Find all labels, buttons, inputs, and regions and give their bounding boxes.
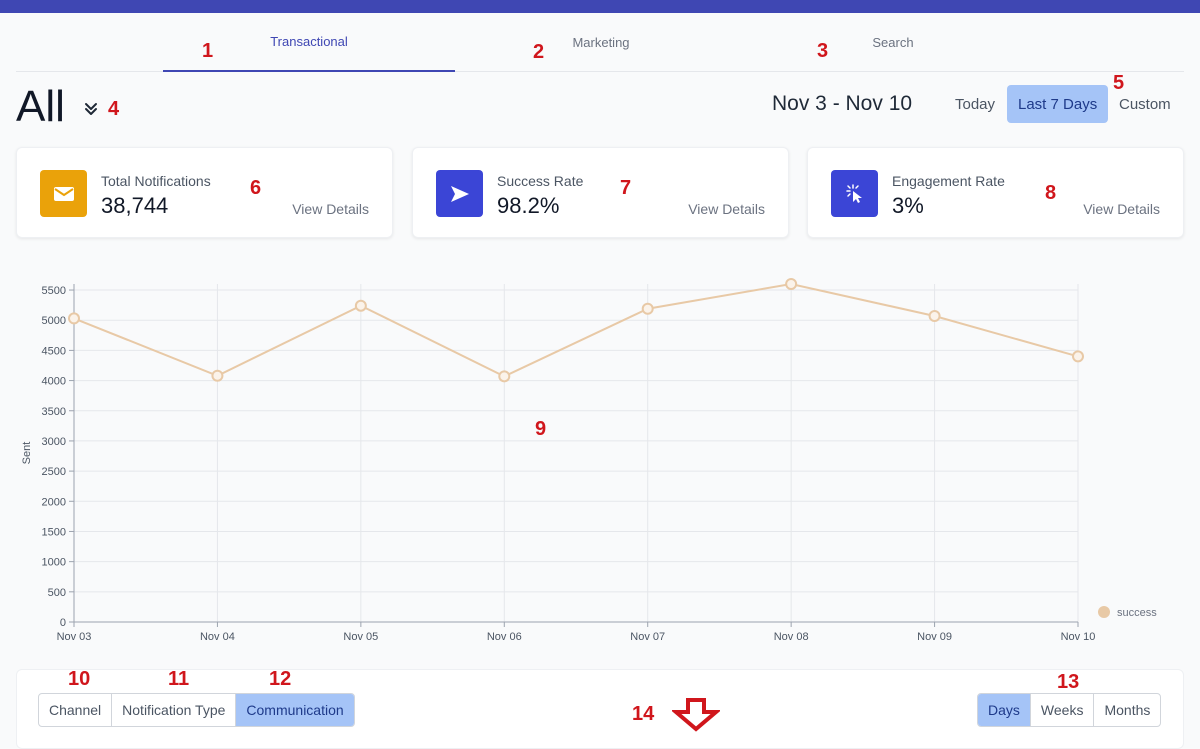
group-by-notification-type-button[interactable]: Notification Type [112,694,237,726]
tab-bar: Transactional Marketing Search [16,13,1184,72]
data-point [1072,350,1084,363]
annotation-1: 1 [202,40,214,62]
y-tick-label: 1500 [42,526,66,538]
view-details-link[interactable]: View Details [292,201,369,217]
y-tick-label: 1000 [42,557,66,569]
x-tick-label: Nov 05 [343,631,378,643]
top-bar [0,0,1200,13]
annotation-8: 8 [1045,182,1057,204]
annotation-2: 2 [533,41,545,63]
annotation-14: 14 [632,703,655,725]
y-tick-label: 2500 [42,466,66,478]
tab-marketing[interactable]: Marketing [572,35,630,50]
series-line-success [73,282,1079,378]
annotation-12: 12 [269,668,292,690]
y-tick-label: 3500 [42,406,66,418]
annotation-11: 11 [168,668,190,690]
legend-swatch [1098,606,1110,618]
x-tick-label: Nov 06 [487,631,522,643]
card-value: 3% [892,193,924,218]
range-last-7-days-button[interactable]: Last 7 Days [1007,85,1109,123]
total-notifications-card: Total Notifications 38,744 View Details [16,147,393,238]
annotation-6: 6 [250,177,262,199]
view-details-link[interactable]: View Details [688,201,765,217]
x-tick-label: Nov 04 [200,631,235,643]
tab-search[interactable]: Search [872,35,914,50]
y-tick-label: 3000 [42,436,66,448]
period-days-button[interactable]: Days [978,694,1031,726]
envelope-icon [40,170,87,217]
period-segmented-control: Days Weeks Months [977,693,1162,727]
card-label: Success Rate [497,173,584,189]
send-icon [436,170,483,217]
data-point [928,309,941,322]
sent-line-chart: 0 500 1000 1500 2000 2500 3000 3500 4000 4500 5000… [21,278,1157,643]
data-point [211,369,224,382]
filter-title-text: All [16,82,65,131]
cursor-click-icon [831,170,878,217]
success-rate-card: Success Rate 98.2% View Details [412,147,789,238]
period-months-button[interactable]: Months [1104,702,1151,718]
y-tick-label: 4500 [42,345,66,357]
view-details-link[interactable]: View Details [1083,201,1160,217]
y-tick-label: 2000 [42,496,66,508]
y-tick-label: 500 [48,587,66,599]
x-tick-label: Nov 08 [774,631,809,643]
range-today-button[interactable]: Today [955,95,996,113]
data-point [785,278,798,290]
card-label: Engagement Rate [892,173,1005,189]
annotation-13: 13 [1057,671,1080,693]
down-arrow-icon [672,698,720,732]
legend-label: success [1117,607,1157,619]
annotation-7: 7 [620,177,632,199]
range-custom-button[interactable]: Custom [1119,95,1171,113]
x-tick-label: Nov 10 [1061,631,1096,643]
annotation-4: 4 [108,98,120,120]
x-tick-label: Nov 03 [57,631,92,643]
engagement-rate-card: Engagement Rate 3% View Details [807,147,1184,238]
card-label: Total Notifications [101,173,211,189]
y-tick-label: 0 [60,617,66,629]
y-tick-label: 5000 [42,315,66,327]
card-value: 38,744 [101,193,169,218]
data-point [68,312,80,325]
annotation-9: 9 [535,418,547,440]
chevron-double-down-icon[interactable] [82,100,100,118]
tab-transactional[interactable]: Transactional [163,13,455,72]
period-weeks-button[interactable]: Weeks [1031,694,1095,726]
data-point [354,299,367,312]
y-tick-label: 4000 [42,376,66,388]
x-tick-label: Nov 09 [917,631,952,643]
date-range-label: Nov 3 - Nov 10 [772,92,913,115]
annotation-5: 5 [1113,72,1125,94]
y-tick-label: 5500 [42,285,66,297]
annotation-3: 3 [817,40,829,62]
filter-title[interactable]: All [16,82,65,132]
data-point [498,370,511,383]
data-point [641,302,654,315]
x-tick-label: Nov 07 [630,631,665,643]
y-axis-label: Sent [21,442,33,465]
group-by-segmented-control: Channel Notification Type Communication [38,693,355,727]
annotation-10: 10 [68,668,91,690]
group-by-channel-button[interactable]: Channel [39,694,113,726]
group-by-communication-button[interactable]: Communication [236,694,354,726]
card-value: 98.2% [497,193,560,218]
